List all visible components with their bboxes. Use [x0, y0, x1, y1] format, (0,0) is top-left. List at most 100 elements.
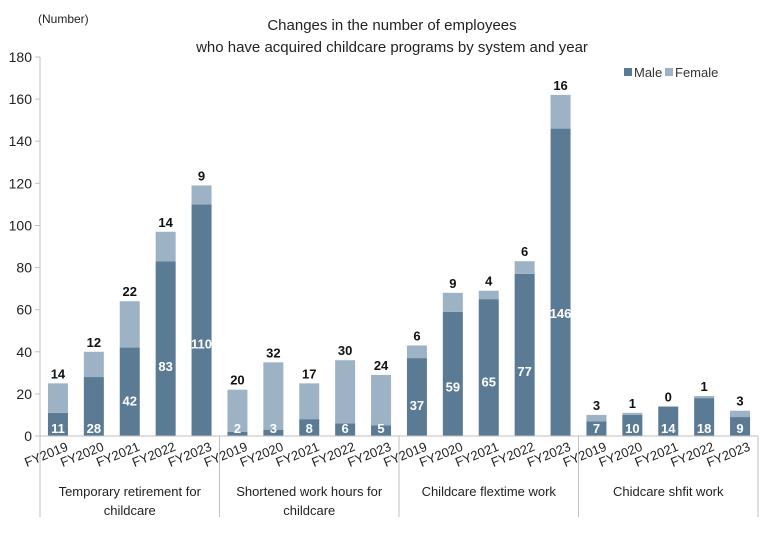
label-male-value: 42 — [123, 394, 137, 409]
bar-male — [191, 204, 212, 436]
x-group-label: childcare — [283, 503, 335, 518]
label-female-value: 12 — [87, 335, 101, 350]
label-male-value: 10 — [625, 421, 639, 436]
label-female-value: 1 — [629, 396, 636, 411]
label-female-value: 17 — [302, 366, 316, 381]
bar-male — [406, 358, 427, 436]
label-male-value: 28 — [87, 421, 101, 436]
label-male-value: 8 — [306, 421, 313, 436]
x-group-label: Childcare flextime work — [422, 484, 557, 499]
y-tick-label: 60 — [16, 302, 32, 318]
bar-male — [47, 412, 68, 436]
bar-female — [83, 351, 104, 378]
label-female-value: 24 — [374, 358, 389, 373]
label-female-value: 9 — [449, 276, 456, 291]
data-labels: 1114281242228314110922033281763052437659… — [51, 78, 744, 436]
bar-female — [694, 395, 715, 399]
bar-male — [263, 429, 284, 436]
x-axis: FY2019FY2020FY2021FY2022FY2023Temporary … — [22, 435, 759, 518]
label-male-value: 7 — [593, 421, 600, 436]
label-male-value: 3 — [270, 421, 277, 436]
label-male-value: 2 — [234, 421, 241, 436]
label-female-value: 16 — [553, 78, 567, 93]
label-female-value: 14 — [158, 215, 173, 230]
bar-female — [119, 301, 140, 348]
bar-female — [155, 231, 176, 262]
bar-male — [227, 431, 248, 436]
chart-title-line2: who have acquired childcare programs by … — [195, 39, 588, 56]
label-female-value: 0 — [665, 390, 672, 405]
bar-female — [550, 94, 571, 129]
legend-swatch-male — [624, 68, 632, 76]
label-male-value: 6 — [342, 421, 349, 436]
label-female-value: 1 — [701, 379, 708, 394]
chart-title-line1: Changes in the number of employees — [267, 17, 516, 34]
bar-female — [586, 414, 607, 422]
label-male-value: 59 — [446, 379, 460, 394]
label-female-value: 22 — [123, 284, 137, 299]
bar-male — [335, 423, 356, 436]
bar-male — [442, 311, 463, 436]
x-group-label: Shortened work hours for — [236, 484, 383, 499]
x-group-label: Chidcare shfit work — [613, 484, 724, 499]
bar-male — [622, 414, 643, 436]
bar-female — [478, 290, 499, 300]
label-male-value: 110 — [191, 336, 212, 351]
label-female-value: 6 — [521, 244, 528, 259]
y-axis-ticks: 0 20 40 60 80 100 120 140 160 180 — [9, 49, 41, 444]
bar-male — [83, 377, 104, 436]
y-axis-label: (Number) — [38, 12, 89, 26]
label-male-value: 77 — [517, 364, 531, 379]
bar-female — [227, 389, 248, 432]
label-male-value: 37 — [410, 398, 424, 413]
bar-female — [622, 412, 643, 415]
label-female-value: 14 — [51, 366, 66, 381]
label-female-value: 3 — [593, 398, 600, 413]
bar-female — [514, 261, 535, 274]
bar-female — [730, 410, 751, 418]
bar-female — [335, 360, 356, 424]
y-tick-label: 40 — [16, 344, 32, 360]
legend-swatch-female — [665, 68, 673, 76]
y-tick-label: 0 — [24, 428, 32, 444]
bar-male — [514, 273, 535, 436]
bar-female — [191, 185, 212, 205]
y-tick-label: 120 — [9, 175, 33, 191]
legend-label-female: Female — [675, 65, 718, 80]
label-female-value: 20 — [230, 373, 244, 388]
bar-male — [658, 406, 679, 436]
label-female-value: 32 — [266, 345, 280, 360]
label-female-value: 3 — [736, 394, 743, 409]
y-tick-label: 140 — [9, 133, 33, 149]
label-female-value: 9 — [198, 168, 205, 183]
bar-male — [586, 421, 607, 436]
bar-female — [442, 292, 463, 312]
bar-female — [299, 383, 320, 420]
legend: Male Female — [624, 65, 718, 80]
label-female-value: 6 — [413, 328, 420, 343]
bar-female — [263, 362, 284, 430]
label-female-value: 30 — [338, 343, 352, 358]
label-male-value: 65 — [482, 374, 496, 389]
label-male-value: 11 — [51, 421, 65, 436]
bars — [47, 94, 751, 437]
label-male-value: 14 — [661, 421, 676, 436]
bar-male — [119, 347, 140, 436]
label-male-value: 18 — [697, 421, 711, 436]
label-male-value: 5 — [377, 421, 384, 436]
y-tick-label: 160 — [9, 91, 33, 107]
bar-female — [47, 383, 68, 413]
legend-label-male: Male — [634, 65, 662, 80]
bar-male — [371, 425, 392, 436]
bar-male — [730, 417, 751, 436]
bar-male — [299, 419, 320, 436]
bar-male — [694, 398, 715, 436]
bar-male — [155, 261, 176, 436]
bar-female — [371, 374, 392, 426]
bar-male — [550, 128, 571, 437]
bar-male — [478, 299, 499, 436]
y-tick-label: 80 — [16, 260, 32, 276]
label-male-value: 146 — [550, 306, 572, 321]
x-group-label: childcare — [104, 503, 156, 518]
